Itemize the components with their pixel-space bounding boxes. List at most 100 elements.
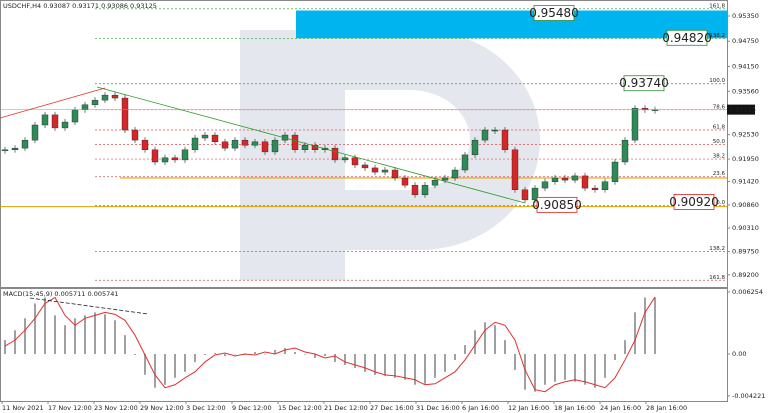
price-label-box (666, 29, 708, 46)
candle (541, 181, 549, 189)
macd-bar (324, 354, 326, 356)
candle (101, 94, 109, 101)
candle (291, 134, 299, 151)
candle (411, 184, 419, 196)
macd-bar (344, 354, 346, 365)
macd-bar (444, 354, 446, 372)
macd-bar (284, 348, 286, 355)
candle (421, 184, 429, 196)
macd-bar (164, 354, 166, 385)
candle (21, 139, 29, 149)
macd-bar (274, 350, 276, 355)
macd-bar (554, 354, 556, 382)
macd-bar (504, 340, 506, 355)
macd-bar (414, 354, 416, 385)
macd-bar (184, 354, 186, 372)
candle (501, 129, 509, 151)
macd-bar (264, 354, 266, 355)
macd-signal (4, 296, 656, 393)
candle (151, 149, 159, 163)
candle (11, 147, 19, 151)
x-tick-label: 6 Jan 16:00 (462, 404, 499, 412)
macd-bar (154, 354, 156, 388)
fib-label: 50.0 (713, 139, 726, 145)
macd-bar (534, 354, 536, 392)
candle (451, 169, 459, 179)
macd-bar (524, 354, 526, 390)
fib-label: 78.6 (713, 104, 726, 110)
y-tick-label: 0.89200 (732, 271, 759, 279)
fib-label: 161.8 (709, 275, 725, 281)
x-tick-label: 27 Dec 16:00 (370, 404, 414, 412)
candle (361, 164, 369, 169)
candle (591, 187, 599, 190)
macd-bar (394, 354, 396, 378)
x-tick-label: 31 Dec 16:00 (416, 404, 460, 412)
price-label-box (623, 75, 665, 92)
macd-frame (0, 288, 728, 402)
candle (141, 139, 149, 151)
macd-bar (654, 297, 656, 355)
candle (431, 179, 439, 186)
candle (91, 99, 99, 105)
candle (121, 97, 129, 131)
y-tick-label: 0.95350 (732, 12, 759, 20)
y-tick-label: 0.90860 (732, 201, 759, 209)
macd-bar (174, 354, 176, 378)
macd-bar (464, 345, 466, 355)
y-tick-label: 0.93560 (732, 87, 759, 95)
candle (631, 107, 639, 141)
y-tick-label: 0.94750 (732, 37, 759, 45)
fib-label: 100.0 (709, 78, 725, 84)
plot-layer (0, 8, 727, 393)
macd-bar (114, 320, 116, 355)
x-tick-label: 9 Dec 12:00 (232, 404, 272, 412)
macd-trend-line (29, 297, 149, 315)
candle (391, 169, 399, 179)
x-tick-label: 24 Jan 16:00 (600, 404, 641, 412)
trend-line (0, 87, 106, 119)
candle (331, 147, 339, 161)
macd-bar (84, 315, 86, 355)
trend-line (96, 86, 526, 204)
price-label: 0.90850 (532, 198, 582, 212)
macd-title: MACD(15,45,9) 0.005711 0.005741 (3, 290, 119, 298)
macd-bar (194, 354, 196, 362)
candle (171, 157, 179, 161)
candle (581, 175, 589, 189)
price-label: 0.90920 (669, 195, 719, 209)
price-label-box (536, 196, 578, 213)
fib-label: 138.2 (709, 33, 725, 39)
macd-bar (604, 354, 606, 378)
y-tick-label: 0.94150 (732, 62, 759, 70)
current-price-tag (727, 104, 755, 115)
candle (511, 149, 519, 190)
macd-bar (214, 353, 216, 355)
price-label: 0.94820 (662, 31, 712, 45)
macd-bar (54, 315, 56, 355)
macd-bar (354, 354, 356, 368)
macd-bar (104, 314, 106, 355)
x-tick-label: 21 Dec 12:00 (324, 404, 368, 412)
x-tick-label: 17 Nov 12:00 (48, 404, 92, 412)
macd-bar (564, 354, 566, 380)
fib-label: 38.2 (713, 154, 725, 160)
candle (111, 94, 119, 99)
candle (381, 169, 389, 173)
macd-bar (74, 318, 76, 355)
candle (441, 177, 449, 181)
candle (471, 139, 479, 156)
fib-label: 0.0 (716, 200, 725, 206)
macd-bar (584, 354, 586, 385)
macd-bar (494, 325, 496, 355)
candle (461, 154, 469, 171)
macd-y-tick-label: -0.004221 (732, 392, 765, 400)
candle (211, 134, 219, 143)
y-tick-label: 0.90310 (732, 224, 759, 232)
macd-bar (224, 354, 226, 356)
candle (31, 124, 39, 141)
target-zone (296, 10, 727, 39)
fib-label: 61.8 (713, 125, 726, 131)
candle (191, 137, 199, 151)
macd-bar (44, 297, 46, 355)
